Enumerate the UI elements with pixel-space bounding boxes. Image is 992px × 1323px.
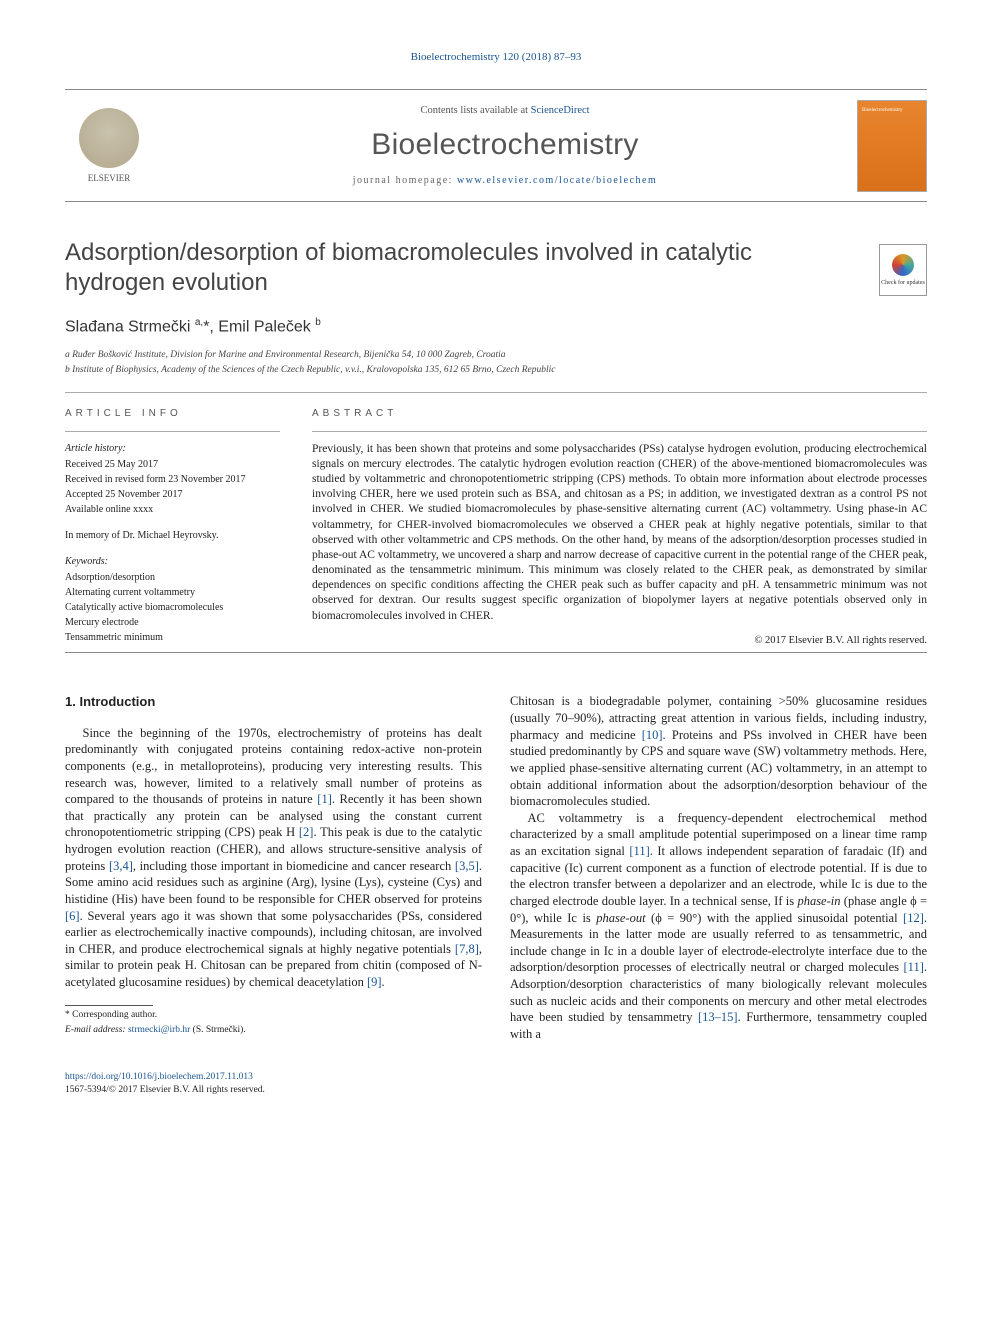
introduction-heading: 1. Introduction bbox=[65, 693, 482, 710]
contents-available-line: Contents lists available at ScienceDirec… bbox=[153, 104, 857, 119]
dedication: In memory of Dr. Michael Heyrovsky. bbox=[65, 529, 280, 543]
email-label: E-mail address: bbox=[65, 1025, 128, 1035]
check-updates-label: Check for updates bbox=[881, 279, 925, 287]
corresponding-author-note: * Corresponding author. bbox=[65, 1009, 482, 1022]
abstract-copyright: © 2017 Elsevier B.V. All rights reserved… bbox=[312, 634, 927, 649]
history-head: Article history: bbox=[65, 442, 280, 456]
history-line: Received 25 May 2017 bbox=[65, 458, 280, 472]
authors: Slađana Strmečki a,*, Emil Paleček b bbox=[65, 316, 927, 339]
article-info-label: article info bbox=[65, 407, 280, 421]
email-footnote: E-mail address: strmecki@irb.hr (S. Strm… bbox=[65, 1024, 482, 1037]
running-head: Bioelectrochemistry 120 (2018) 87–93 bbox=[65, 50, 927, 65]
journal-name: Bioelectrochemistry bbox=[153, 124, 857, 166]
keyword: Catalytically active biomacromolecules bbox=[65, 601, 280, 615]
body-columns: 1. Introduction Since the beginning of t… bbox=[65, 693, 927, 1042]
contents-prefix: Contents lists available at bbox=[420, 105, 530, 116]
journal-homepage-line: journal homepage: www.elsevier.com/locat… bbox=[153, 174, 857, 188]
publisher-name: ELSEVIER bbox=[88, 172, 131, 185]
doi-block: https://doi.org/10.1016/j.bioelechem.201… bbox=[65, 1071, 927, 1098]
elsevier-logo: ELSEVIER bbox=[65, 98, 153, 193]
journal-cover-thumbnail bbox=[857, 100, 927, 192]
intro-para-2: Chitosan is a biodegradable polymer, con… bbox=[510, 693, 927, 809]
history-line: Available online xxxx bbox=[65, 503, 280, 517]
abstract-label: abstract bbox=[312, 407, 927, 421]
intro-para-3: AC voltammetry is a frequency-dependent … bbox=[510, 810, 927, 1043]
keyword: Adsorption/desorption bbox=[65, 571, 280, 585]
email-tail: (S. Strmečki). bbox=[190, 1025, 245, 1035]
check-updates-badge[interactable]: Check for updates bbox=[879, 244, 927, 296]
history-line: Accepted 25 November 2017 bbox=[65, 488, 280, 502]
affiliation: b Institute of Biophysics, Academy of th… bbox=[65, 364, 927, 377]
history-line: Received in revised form 23 November 201… bbox=[65, 473, 280, 487]
crossmark-icon bbox=[892, 254, 914, 276]
issn-copyright: 1567-5394/© 2017 Elsevier B.V. All right… bbox=[65, 1085, 265, 1095]
elsevier-tree-icon bbox=[79, 108, 139, 168]
journal-masthead: ELSEVIER Contents lists available at Sci… bbox=[65, 89, 927, 202]
keyword: Tensammetric minimum bbox=[65, 631, 280, 645]
affiliation: a Ruđer Bošković Institute, Division for… bbox=[65, 349, 927, 362]
abstract-body: Previously, it has been shown that prote… bbox=[312, 442, 927, 624]
journal-homepage-link[interactable]: www.elsevier.com/locate/bioelechem bbox=[457, 175, 657, 186]
sciencedirect-link[interactable]: ScienceDirect bbox=[531, 105, 590, 116]
doi-link[interactable]: https://doi.org/10.1016/j.bioelechem.201… bbox=[65, 1072, 253, 1082]
keyword: Mercury electrode bbox=[65, 616, 280, 630]
homepage-prefix: journal homepage: bbox=[353, 175, 457, 186]
intro-para-1: Since the beginning of the 1970s, electr… bbox=[65, 725, 482, 991]
author-email-link[interactable]: strmecki@irb.hr bbox=[128, 1025, 190, 1035]
keyword: Alternating current voltammetry bbox=[65, 586, 280, 600]
keywords-head: Keywords: bbox=[65, 555, 280, 569]
article-title: Adsorption/desorption of biomacromolecul… bbox=[65, 238, 927, 298]
